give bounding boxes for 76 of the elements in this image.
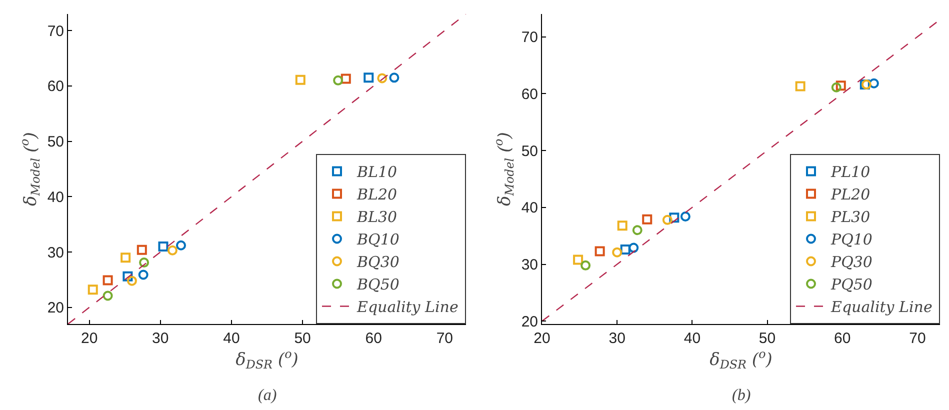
x-tick-label: 70	[909, 330, 926, 347]
point	[138, 270, 148, 280]
x-tick-label: 40	[223, 330, 240, 347]
legend-label: PQ30	[830, 253, 873, 272]
legend-label: BL30	[356, 208, 398, 226]
x-tick-label: 50	[758, 330, 776, 347]
legend-label: BQ30	[356, 253, 400, 272]
point	[617, 220, 628, 231]
text: (b)	[732, 387, 751, 404]
legend-label: PL10	[830, 163, 871, 182]
y-tick-label: 40	[47, 188, 64, 206]
point	[158, 242, 168, 252]
point	[680, 212, 690, 222]
x-tick-label: 30	[608, 330, 626, 347]
point	[669, 212, 680, 223]
point	[377, 73, 388, 84]
y-tick-label: 50	[47, 134, 64, 151]
point	[795, 81, 806, 92]
point	[580, 260, 591, 270]
point	[620, 244, 630, 254]
point	[88, 284, 98, 295]
x-tick-label: 30	[152, 330, 169, 347]
point	[594, 246, 605, 256]
legend-label: Equality Line	[356, 298, 458, 316]
x-tick-label: 20	[534, 330, 550, 347]
y-tick-label: 30	[521, 256, 538, 274]
x-tick-label: 20	[80, 330, 98, 347]
point	[120, 252, 131, 263]
point	[102, 290, 113, 301]
x-tick-label: 50	[294, 330, 311, 347]
legend-label: PQ10	[830, 230, 873, 249]
point	[836, 80, 846, 91]
y-tick-label: 60	[521, 86, 538, 103]
legend-label: BQ50	[356, 276, 400, 294]
legend-label: PL20	[830, 186, 871, 204]
point	[642, 214, 652, 224]
legend-label: BL10	[356, 163, 398, 182]
point	[831, 82, 842, 92]
y-tick-label: 50	[521, 142, 538, 160]
text: (a)	[258, 387, 277, 404]
point	[632, 225, 642, 236]
x-tick-label: 60	[365, 330, 382, 347]
point	[628, 242, 639, 253]
y-tick-label: 60	[47, 78, 64, 96]
x-tick-label: 60	[834, 330, 851, 347]
point	[868, 78, 879, 88]
point	[126, 276, 137, 286]
point	[122, 271, 133, 282]
point	[612, 247, 622, 258]
legend-label: BL20	[356, 186, 398, 204]
y-tick-label: 70	[47, 22, 64, 40]
legend-label: Equality Line	[830, 298, 932, 316]
point	[167, 245, 178, 256]
y-tick-label: 70	[521, 29, 538, 46]
legend-label: PL30	[830, 208, 871, 226]
y-tick-label: 20	[521, 313, 538, 330]
point	[139, 258, 150, 268]
point	[340, 74, 351, 84]
point	[176, 240, 186, 250]
x-tick-label: 70	[436, 330, 454, 347]
point	[573, 254, 584, 265]
point	[389, 72, 400, 83]
y-tick-label: 40	[521, 200, 538, 217]
y-tick-label: 20	[47, 300, 64, 317]
legend-label: PQ50	[830, 276, 873, 294]
point	[102, 275, 113, 286]
point	[364, 72, 374, 83]
point	[295, 74, 306, 85]
y-tick-label: 30	[47, 244, 64, 262]
point	[136, 244, 147, 255]
x-axis-title: δ$_{DSR}$ ($^{o}$)	[236, 347, 298, 372]
legend-label: BQ10	[356, 230, 400, 249]
point	[333, 75, 344, 86]
x-tick-label: 40	[684, 330, 701, 347]
x-axis-title: δ$_{DSR}$ ($^{o}$)	[710, 347, 772, 372]
point	[662, 214, 672, 225]
